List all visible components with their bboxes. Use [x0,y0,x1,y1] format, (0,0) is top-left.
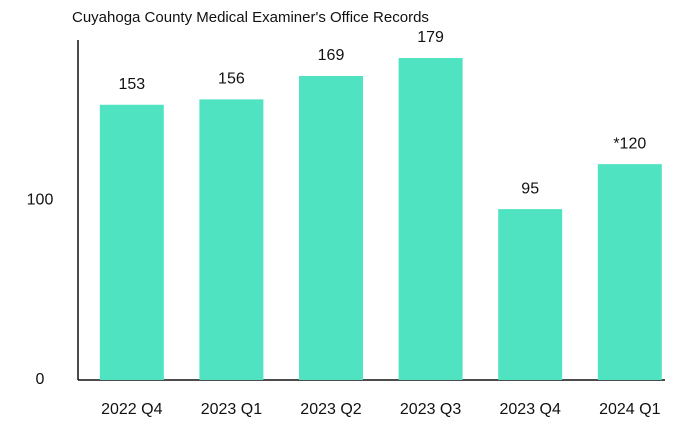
data-label: *120 [613,135,646,152]
bar [398,57,463,381]
chart-title: Cuyahoga County Medical Examiner's Offic… [72,9,429,26]
bar [498,209,563,380]
x-tick-label: 2023 Q3 [400,401,461,418]
bar [99,104,164,380]
data-label: 156 [218,71,245,88]
x-tick-label: 2023 Q1 [201,401,262,418]
y-tick-label: 100 [27,191,54,208]
data-label: 95 [521,180,539,197]
bar [199,99,264,380]
data-label: 179 [417,29,444,46]
bar [299,75,363,381]
x-tick-label: 2023 Q4 [500,401,561,418]
bar [597,164,662,380]
x-tick-label: 2023 Q2 [300,401,361,418]
x-tick-label: 2022 Q4 [101,401,162,418]
data-label: 153 [118,76,145,93]
y-tick-label: 0 [36,371,45,388]
x-tick-label: 2024 Q1 [599,401,660,418]
data-label: 169 [318,47,345,64]
